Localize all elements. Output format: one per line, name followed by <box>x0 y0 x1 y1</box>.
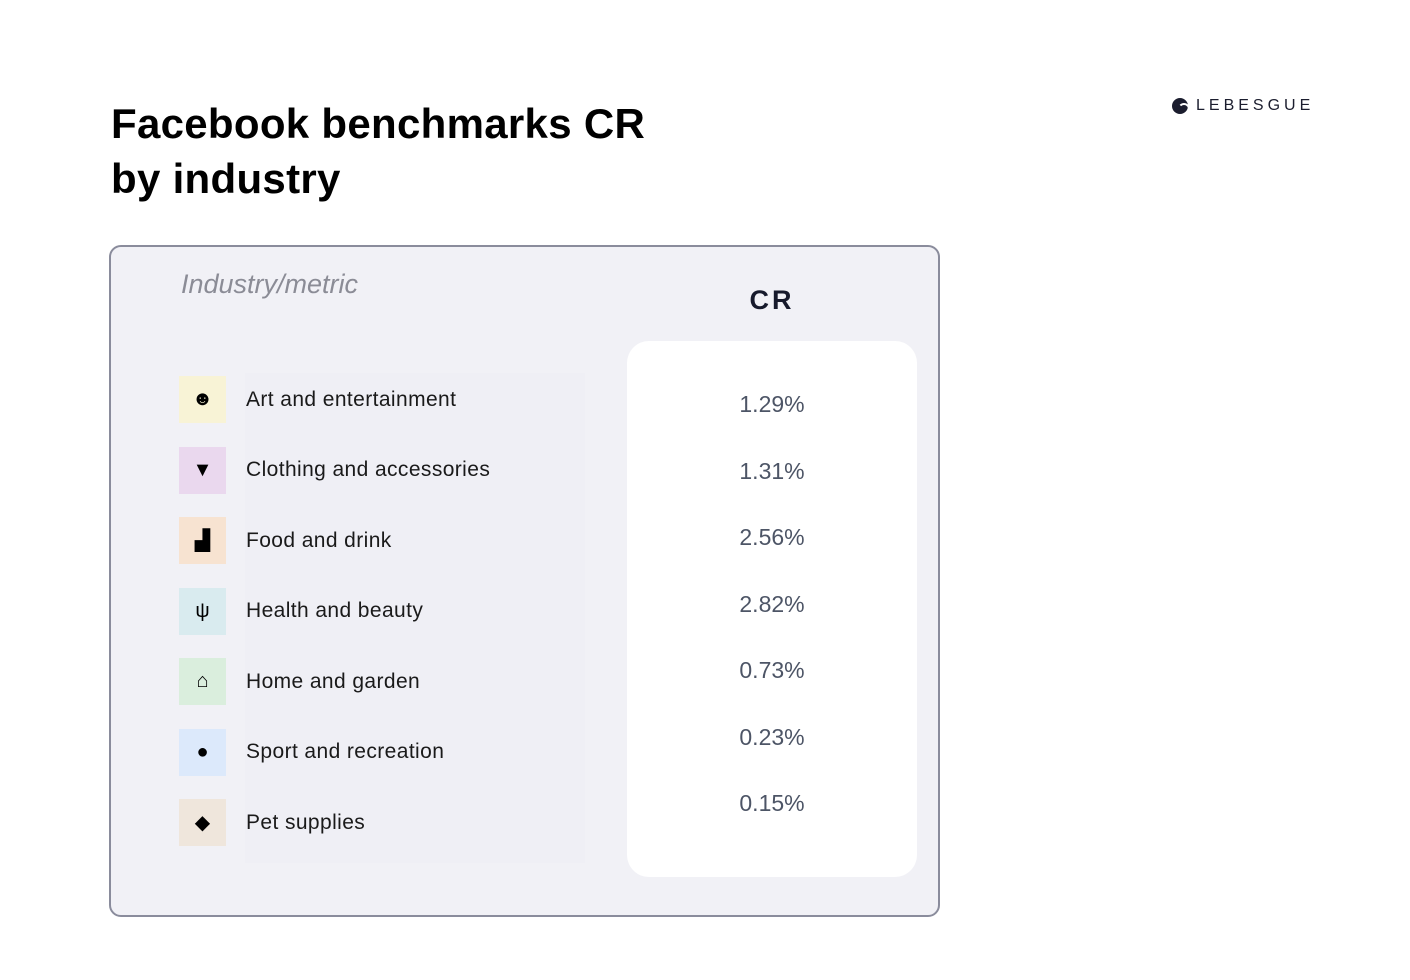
header-cr: CR <box>749 285 795 315</box>
industry-label: Food and drink <box>246 528 392 552</box>
cr-value: 0.23% <box>739 723 805 750</box>
industry-label: Sport and recreation <box>246 740 445 763</box>
burger-drink-icon: ▟ <box>179 517 226 564</box>
industry-label: Pet supplies <box>246 810 366 834</box>
cr-value: 0.15% <box>739 790 805 816</box>
cr-value: 1.29% <box>739 391 805 417</box>
table-row: ● Sport and recreation <box>179 728 445 776</box>
basketball-icon: ● <box>179 728 226 776</box>
table-row: ▟ Food and drink <box>179 517 392 564</box>
tshirt-icon: ▼ <box>179 446 226 494</box>
cr-value: 0.73% <box>739 657 805 683</box>
cr-value: 1.31% <box>739 457 805 484</box>
benchmark-table: Industry/metric CR 1.29% 1.31% 2.56% 2.82% 0… <box>109 245 940 917</box>
theater-masks-icon: ☻ <box>179 376 226 423</box>
industry-label: Home and garden <box>246 669 421 693</box>
table-row: ◆ Pet supplies <box>179 799 365 846</box>
title-line-1: Facebook benchmarks CR <box>111 100 646 147</box>
industry-label: Clothing and accessories <box>246 458 491 481</box>
header-industry: Industry/metric <box>181 269 359 299</box>
brand-name: LEBESGUE <box>1196 97 1315 114</box>
cr-value: 2.82% <box>739 590 805 617</box>
cr-value: 2.56% <box>739 524 805 550</box>
lotus-icon: ψ <box>179 587 226 635</box>
cr-values-panel: 1.29% 1.31% 2.56% 2.82% 0.73% 0.23% 0.15% <box>627 341 917 877</box>
table-row: ⌂ Home and garden <box>179 658 420 705</box>
cat-icon: ◆ <box>179 799 226 846</box>
table-row: ▼ Clothing and accessories <box>179 446 491 494</box>
brand-logo: LEBESGUE <box>1172 97 1314 115</box>
logo-icon <box>1172 98 1190 115</box>
table-row: ☻ Art and entertainment <box>179 376 456 423</box>
title-line-2: by industry <box>111 155 341 202</box>
house-tree-icon: ⌂ <box>179 658 226 705</box>
page-title: Facebook benchmarks CR by industry <box>111 96 645 206</box>
industry-label: Health and beauty <box>246 599 424 622</box>
table-row: ψ Health and beauty <box>179 587 424 635</box>
industry-label: Art and entertainment <box>246 387 457 411</box>
industry-list-bg <box>245 373 585 863</box>
